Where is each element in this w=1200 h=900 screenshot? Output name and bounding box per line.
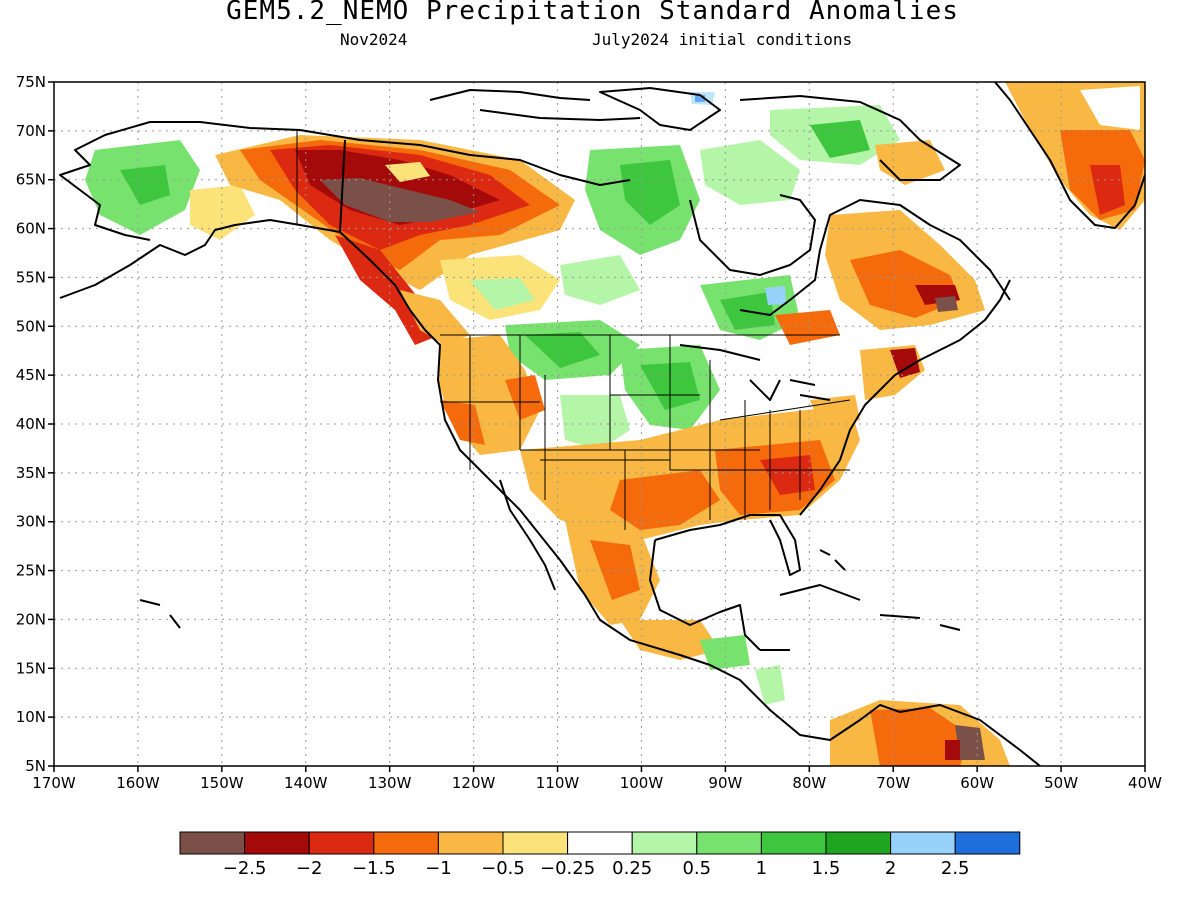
colorbar-swatch [954,831,1021,855]
colorbar-label: 2.5 [941,858,970,879]
colorbar-label: 1 [756,858,767,879]
lon-tick-label: 70W [876,774,910,792]
lat-tick-label: 55N [16,268,46,286]
lon-tick-label: 160W [116,774,160,792]
lat-tick-label: 50N [16,317,46,335]
initial-conditions: July2024 initial conditions [592,30,853,49]
lat-tick-label: 15N [16,659,46,677]
colorbar-label: −0.25 [540,858,595,879]
coastlines [59,82,1145,766]
colorbar-swatch [696,831,762,855]
lat-tick-label: 40N [16,415,46,433]
colorbar-label: 1.5 [812,858,841,879]
colorbar-label: 0.5 [682,858,711,879]
colorbar-label: 0.25 [612,858,652,879]
lon-tick-label: 120W [452,774,496,792]
grid-lines [54,82,1145,766]
lat-tick-label: 65N [16,171,46,189]
lat-tick-label: 35N [16,464,46,482]
lon-tick-label: 40W [1128,774,1162,792]
lon-tick-label: 150W [200,774,244,792]
lon-tick-label: 50W [1044,774,1078,792]
lat-tick-label: 10N [16,708,46,726]
forecast-month: Nov2024 [340,30,408,49]
colorbar-label: −1 [425,858,452,879]
colorbar-label: −2.5 [223,858,267,879]
state-borders [296,130,851,530]
lat-tick-label: 20N [16,610,46,628]
lat-tick-label: 30N [16,513,46,531]
colorbar-swatch [890,831,956,855]
lon-tick-label: 60W [960,774,994,792]
lat-tick-label: 25N [16,562,46,580]
map-title: GEM5.2_NEMO Precipitation Standard Anoma… [226,0,959,26]
lat-tick-label: 75N [16,73,46,91]
colorbar-label: −0.5 [481,858,525,879]
lon-tick-label: 100W [620,774,664,792]
colorbar-label: −1.5 [352,858,396,879]
colorbar-label: 2 [885,858,896,879]
colorbar-swatch [825,831,892,855]
colorbar: −2.5 −2 −1.5 −1 −0.5 −0.25 0.25 0.5 1 1.5 2 2.5 [179,831,1021,879]
colorbar-swatch [760,831,827,855]
lat-tick-label: 60N [16,220,46,238]
lon-tick-label: 140W [284,774,328,792]
latitude-axis: 75N 70N 65N 60N 55N 50N 45N 40N 35N 30N 25N 20N 15N 1… [16,73,54,775]
map-area [54,82,1145,766]
colorbar-swatch [308,831,375,855]
colorbar-swatch [373,831,439,855]
lon-tick-label: 130W [368,774,412,792]
colorbar-swatch [179,831,246,855]
colorbar-swatch [567,831,633,855]
lat-tick-label: 70N [16,122,46,140]
colorbar-swatch [631,831,698,855]
colorbar-label: −2 [296,858,323,879]
colorbar-swatch [244,831,310,855]
colorbar-swatch [437,831,504,855]
lat-tick-label: 45N [16,366,46,384]
lon-tick-label: 90W [708,774,742,792]
lon-tick-label: 80W [792,774,826,792]
colorbar-swatch [502,831,569,855]
lat-tick-label: 5N [25,757,46,775]
lon-tick-label: 110W [536,774,580,792]
lon-tick-label: 170W [32,774,76,792]
longitude-axis: 170W 160W 150W 140W 130W 120W 110W 100W 90W 80W 70… [32,766,1162,792]
